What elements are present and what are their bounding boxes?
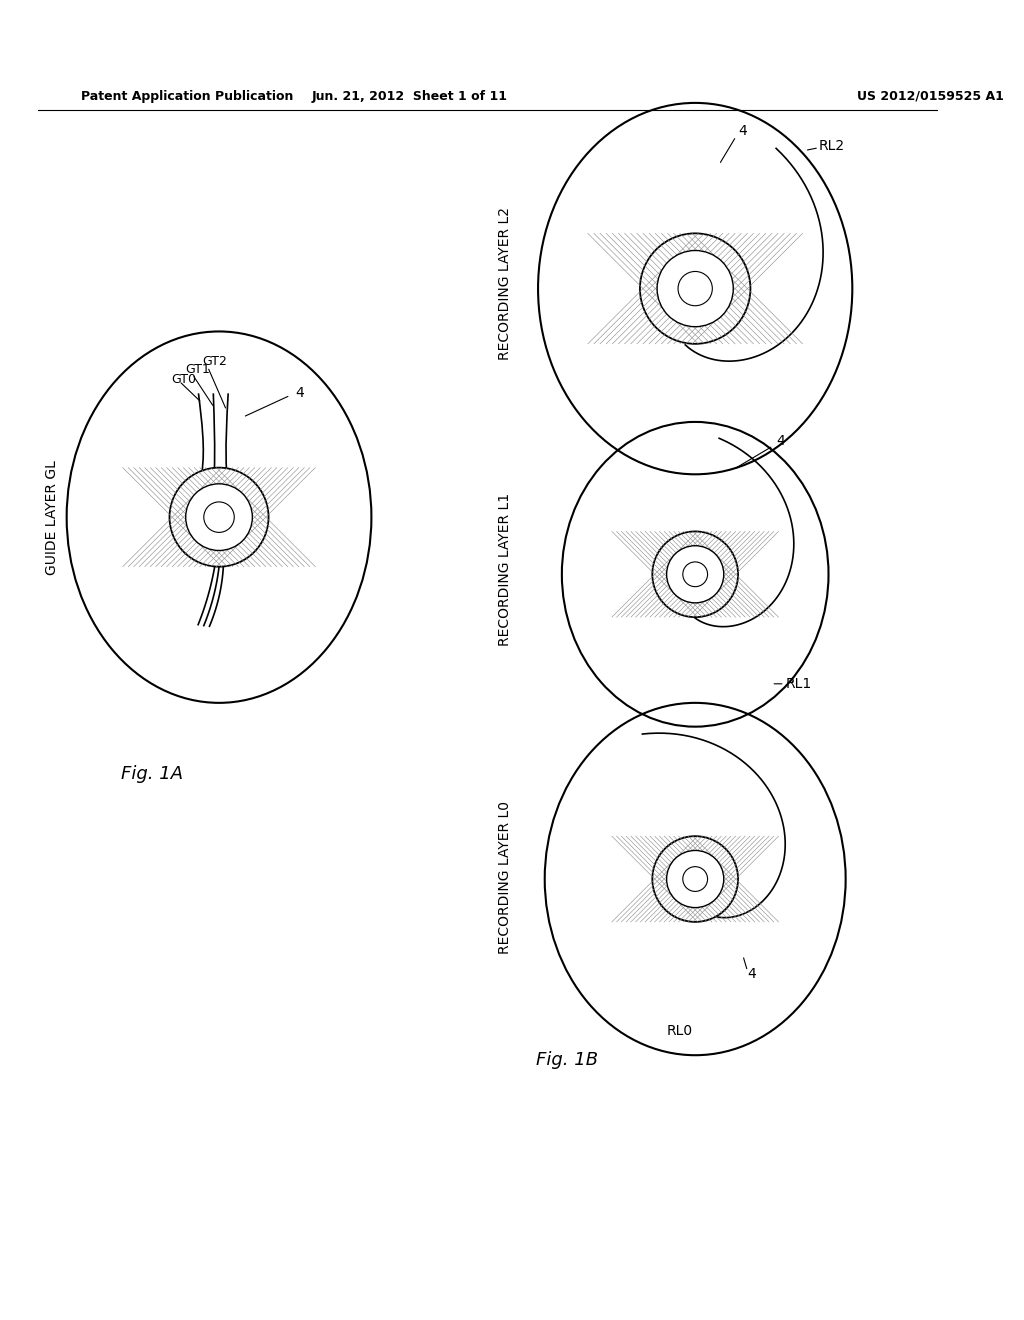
Text: 4: 4	[776, 434, 784, 447]
Circle shape	[204, 502, 234, 532]
Text: Fig. 1B: Fig. 1B	[536, 1051, 598, 1069]
Text: US 2012/0159525 A1: US 2012/0159525 A1	[857, 90, 1004, 103]
Circle shape	[667, 545, 724, 603]
Text: GUIDE LAYER GL: GUIDE LAYER GL	[45, 459, 59, 574]
Circle shape	[657, 251, 733, 326]
Text: RL1: RL1	[785, 677, 812, 690]
Circle shape	[667, 850, 724, 908]
Text: GT0: GT0	[171, 372, 197, 385]
Text: Jun. 21, 2012  Sheet 1 of 11: Jun. 21, 2012 Sheet 1 of 11	[311, 90, 508, 103]
Circle shape	[678, 272, 713, 306]
Circle shape	[640, 234, 751, 343]
Text: GT2: GT2	[202, 355, 226, 368]
Circle shape	[185, 484, 252, 550]
Circle shape	[170, 467, 268, 566]
Text: RECORDING LAYER L1: RECORDING LAYER L1	[498, 492, 512, 645]
Text: 4: 4	[295, 387, 304, 400]
Circle shape	[652, 836, 738, 921]
Text: GT1: GT1	[185, 363, 211, 376]
Circle shape	[683, 867, 708, 891]
Text: RECORDING LAYER L0: RECORDING LAYER L0	[498, 801, 512, 953]
Text: RECORDING LAYER L2: RECORDING LAYER L2	[498, 207, 512, 360]
Text: 4: 4	[748, 968, 757, 981]
Text: 4: 4	[738, 124, 746, 139]
Circle shape	[652, 532, 738, 618]
Text: RL0: RL0	[667, 1024, 693, 1039]
Text: RL2: RL2	[819, 139, 845, 153]
Text: Patent Application Publication: Patent Application Publication	[81, 90, 293, 103]
Circle shape	[683, 562, 708, 586]
Text: Fig. 1A: Fig. 1A	[121, 766, 183, 783]
